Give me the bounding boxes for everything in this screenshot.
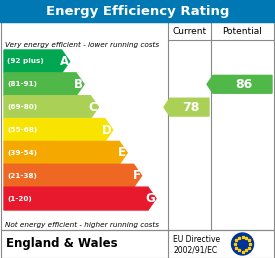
Text: Potential: Potential xyxy=(222,27,262,36)
Polygon shape xyxy=(164,98,209,116)
Polygon shape xyxy=(4,119,113,141)
Polygon shape xyxy=(4,50,70,73)
Bar xyxy=(1,230,274,258)
Text: F: F xyxy=(133,169,141,182)
Text: 2002/91/EC: 2002/91/EC xyxy=(173,245,217,254)
Text: (69-80): (69-80) xyxy=(7,104,37,110)
Polygon shape xyxy=(4,187,156,210)
Text: (1-20): (1-20) xyxy=(7,196,32,201)
Text: 78: 78 xyxy=(182,101,199,114)
Polygon shape xyxy=(207,75,272,93)
Bar xyxy=(0,0,275,22)
Text: B: B xyxy=(74,78,83,91)
Text: (55-68): (55-68) xyxy=(7,127,37,133)
Text: England & Wales: England & Wales xyxy=(6,238,118,251)
Text: (92 plus): (92 plus) xyxy=(7,58,44,64)
Polygon shape xyxy=(4,141,127,164)
Polygon shape xyxy=(4,73,84,96)
Text: Energy Efficiency Rating: Energy Efficiency Rating xyxy=(46,4,229,18)
Text: Current: Current xyxy=(172,27,207,36)
Polygon shape xyxy=(4,96,98,119)
Text: Not energy efficient - higher running costs: Not energy efficient - higher running co… xyxy=(5,222,159,228)
Text: D: D xyxy=(102,124,112,136)
Text: G: G xyxy=(145,192,155,205)
Text: A: A xyxy=(59,55,68,68)
Text: E: E xyxy=(118,146,126,159)
Text: C: C xyxy=(89,101,97,114)
Text: (39-54): (39-54) xyxy=(7,150,37,156)
Polygon shape xyxy=(4,164,142,187)
Text: EU Directive: EU Directive xyxy=(173,235,220,244)
Text: (21-38): (21-38) xyxy=(7,173,37,179)
Text: Very energy efficient - lower running costs: Very energy efficient - lower running co… xyxy=(5,42,159,48)
Bar xyxy=(1,22,274,230)
Text: 86: 86 xyxy=(235,78,252,91)
Text: (81-91): (81-91) xyxy=(7,81,37,87)
Circle shape xyxy=(232,233,254,255)
